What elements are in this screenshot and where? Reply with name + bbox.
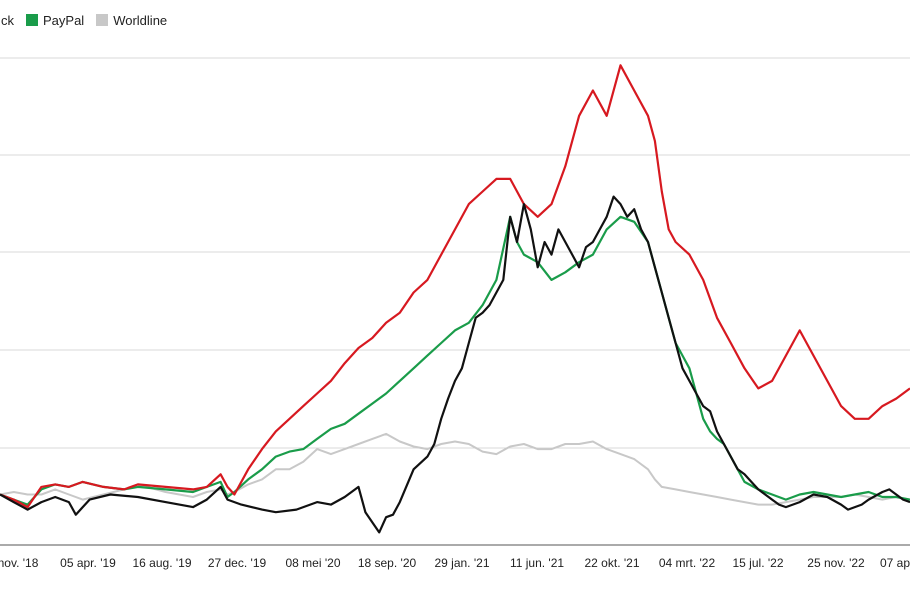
legend-label-ck: ck [1,12,14,28]
x-tick-label-7: 11 jun. '21 [510,556,564,570]
legend-item-paypal: PayPal [26,13,84,28]
series-line-1 [0,215,910,506]
x-tick-label-11: 25 nov. '22 [807,556,865,570]
x-tick-label-10: 15 jul. '22 [733,556,784,570]
legend-label-worldline: Worldline [113,12,168,28]
x-tick-label-1: 05 apr. '19 [60,556,116,570]
chart-series-lines [0,64,910,534]
legend-swatch-paypal [26,14,38,26]
x-tick-label-12: 07 ap [880,556,910,570]
x-tick-label-2: 16 aug. '19 [132,556,191,570]
series-line-2 [0,64,910,509]
legend-label-paypal: PayPal [43,12,85,28]
x-tick-label-3: 27 dec. '19 [208,556,267,570]
series-line-3 [0,432,910,506]
series-line-0 [0,195,910,534]
legend-item-worldline: Worldline [96,13,167,28]
x-tick-label-8: 22 okt. '21 [585,556,640,570]
legend-item-ck: ck [0,13,14,28]
legend-swatch-worldline [96,14,109,26]
chart-legend: ck PayPal Worldline [0,10,179,30]
x-tick-label-6: 29 jan. '21 [434,556,489,570]
x-axis: nov. '18 05 apr. '19 16 aug. '19 27 dec. '1… [0,556,910,570]
chart-grid [0,57,910,546]
x-tick-label-9: 04 mrt. '22 [659,556,716,570]
x-tick-label-4: 08 mei '20 [286,556,341,570]
x-tick-label-0: nov. '18 [0,556,39,570]
x-tick-label-5: 18 sep. '20 [358,556,417,570]
